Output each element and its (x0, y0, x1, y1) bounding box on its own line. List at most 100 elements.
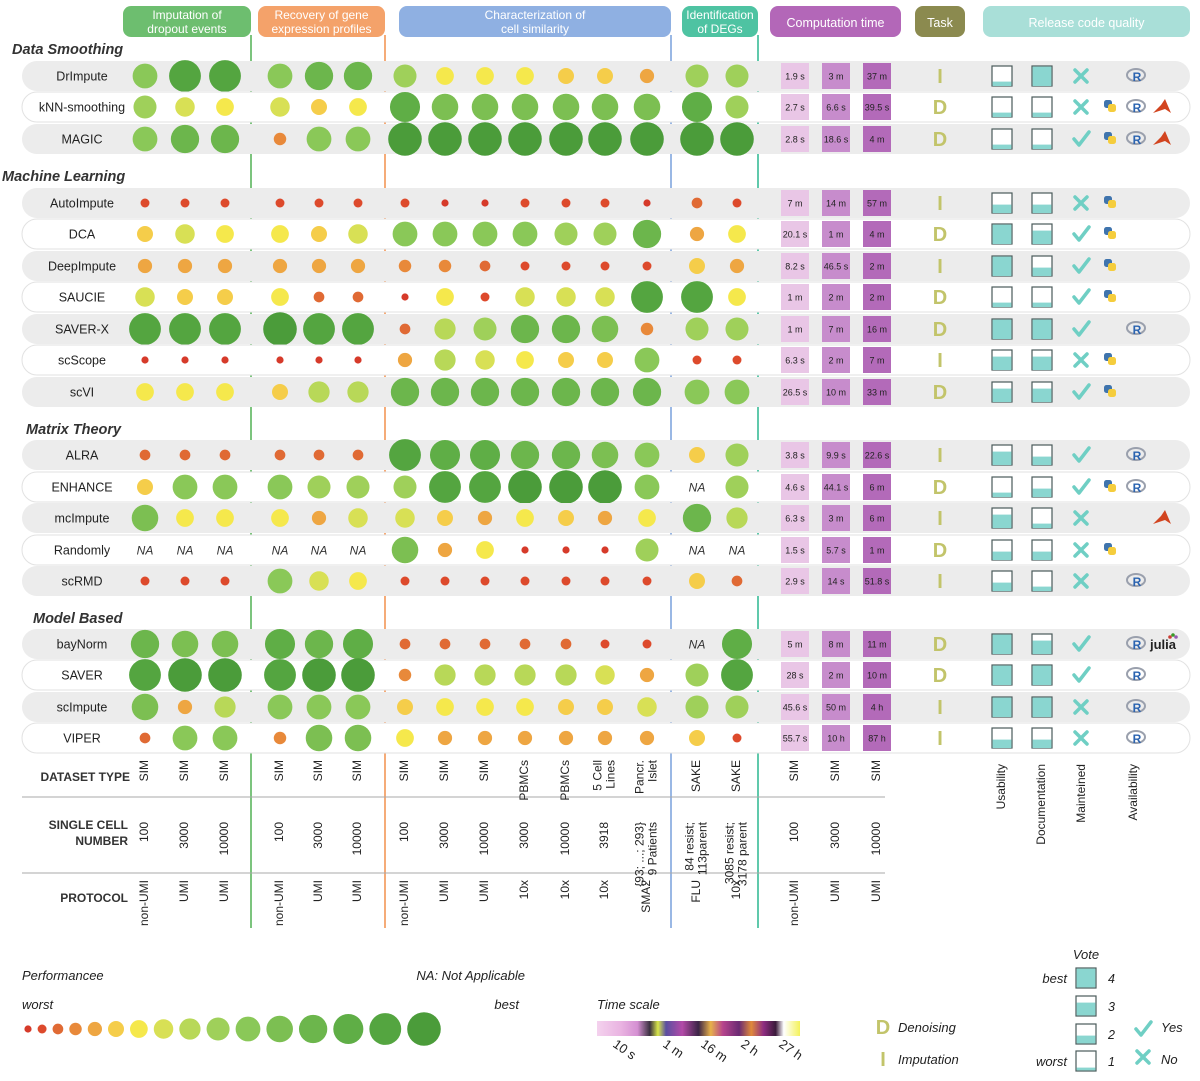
performance-circle (682, 503, 712, 533)
method-name: DrImpute (56, 70, 107, 84)
method-name: SAVER-X (55, 323, 110, 337)
performance-circle (472, 221, 498, 247)
performance-circle (470, 377, 500, 407)
legend-na-note: NA: Not Applicable (416, 968, 525, 983)
performance-circle (264, 628, 296, 660)
performance-circle (439, 638, 451, 650)
legend-performance-circle (407, 1012, 441, 1046)
performance-circle (132, 126, 158, 152)
footer-quality-label: Availability (1126, 764, 1140, 820)
performance-circle (591, 315, 619, 343)
performance-circle (267, 694, 293, 720)
performance-circle (551, 314, 581, 344)
method-name: ENHANCE (51, 481, 112, 495)
header-task-label: Task (927, 16, 953, 30)
footer-label-protocol: PROTOCOL (60, 891, 128, 905)
performance-circle (345, 126, 371, 152)
time-value: 8 m (828, 640, 843, 650)
performance-circle (551, 377, 581, 407)
documentation-box-fill (1032, 640, 1052, 654)
time-value: 46.5 s (824, 262, 849, 272)
group-title-data-smoothing: Data Smoothing (12, 42, 123, 58)
legend-imputation-label: Imputation (898, 1052, 959, 1067)
footer-dataset-type: SIM (311, 760, 325, 781)
time-value: 51.8 s (865, 577, 890, 587)
time-value: 2 m (828, 356, 843, 366)
maintained-no-icon (1073, 195, 1089, 211)
performance-circle (721, 659, 753, 691)
footer-single-cell-number: 100 (272, 822, 286, 842)
performance-circle (561, 576, 571, 586)
performance-circle (273, 132, 287, 146)
usability-box-fill (992, 634, 1012, 654)
performance-circle (633, 93, 661, 121)
performance-circle (272, 258, 288, 274)
r-logo-icon: R (1133, 701, 1142, 715)
maintained-yes-icon (1072, 478, 1091, 495)
maintained-no-icon (1073, 542, 1089, 558)
time-cell (781, 190, 809, 216)
documentation-box-fill (1032, 739, 1052, 748)
performance-circle (129, 659, 161, 691)
time-cell (781, 505, 809, 531)
performance-circle (558, 68, 574, 84)
performance-circle (176, 383, 194, 401)
legend-performance-circle (266, 1015, 293, 1043)
time-value: 6.6 s (826, 103, 846, 113)
footer-single-cell-number: {93; ...; 293} (633, 822, 647, 887)
time-cell (863, 253, 891, 279)
performance-circle (311, 258, 327, 274)
group-title-model-based: Model Based (33, 611, 124, 627)
method-name: Randomly (54, 544, 111, 558)
performance-circle (591, 441, 619, 469)
time-cell (863, 316, 891, 342)
maintained-yes-icon (1072, 320, 1091, 337)
na-label: NA (311, 544, 328, 558)
footer-dataset-type: Lines (604, 760, 618, 789)
time-value: 33 m (867, 388, 887, 398)
performance-circle (209, 313, 241, 345)
performance-circle (725, 695, 749, 719)
usability-box-fill (992, 224, 1012, 244)
time-value: 3 m (828, 72, 843, 82)
python-icon (1108, 104, 1116, 112)
performance-circle (642, 261, 652, 271)
legend-performance-circle (108, 1021, 124, 1037)
performance-circle (304, 629, 334, 659)
matlab-icon (1153, 131, 1171, 145)
usability-box-fill (992, 582, 1012, 591)
performance-circle (639, 667, 655, 683)
time-value: 4.6 s (785, 483, 805, 493)
performance-circle (728, 225, 746, 243)
header-time-pill (770, 6, 901, 37)
performance-circle (468, 122, 502, 156)
time-value: 10 m (867, 671, 887, 681)
performance-circle (214, 696, 236, 718)
performance-circle (436, 288, 454, 306)
python-icon (1108, 389, 1116, 397)
legend-time-tick: 27 h (776, 1036, 805, 1063)
documentation-box-fill (1032, 697, 1052, 717)
na-label: NA (137, 544, 154, 558)
performance-circle (691, 197, 703, 209)
performance-circle (209, 60, 241, 92)
time-cell (781, 63, 809, 89)
footer-single-cell-number: 3000 (177, 822, 191, 849)
time-value: 7 m (869, 356, 884, 366)
performance-circle (480, 576, 490, 586)
time-cell (863, 221, 891, 247)
task-imputation-icon: I (937, 66, 943, 88)
performance-circle (515, 287, 535, 307)
legend-performance-title: Performancee (22, 968, 104, 983)
performance-circle (632, 377, 662, 407)
time-cell (863, 379, 891, 405)
footer-protocol: UMI (217, 880, 231, 902)
performance-circle (632, 219, 662, 249)
footer-quality-label: Usability (994, 764, 1008, 809)
method-name: SAVER (61, 669, 102, 683)
performance-circle (179, 449, 191, 461)
usability-box-fill (992, 319, 1012, 339)
performance-circle (639, 68, 655, 84)
performance-circle (175, 224, 195, 244)
footer-dataset-type: SIM (477, 760, 491, 781)
